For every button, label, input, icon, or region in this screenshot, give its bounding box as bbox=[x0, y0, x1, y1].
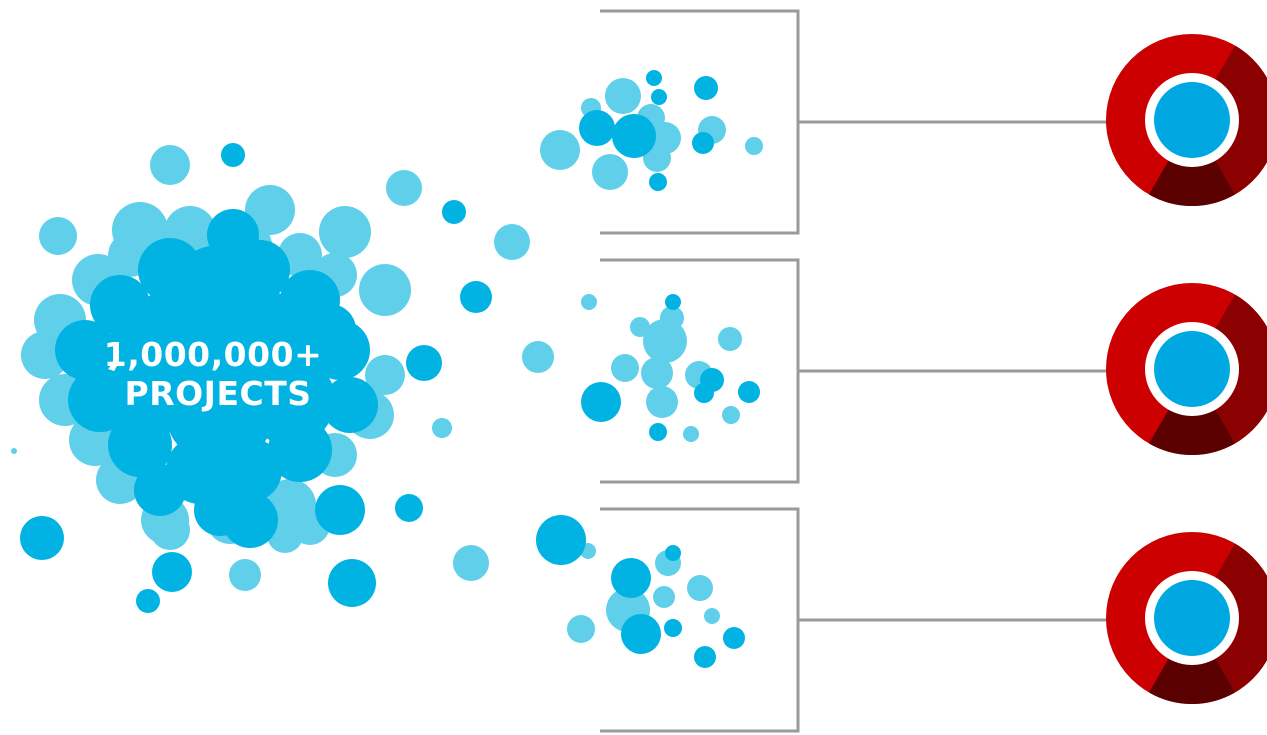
bubble bbox=[605, 78, 641, 114]
bubble bbox=[432, 418, 452, 438]
bubble bbox=[304, 304, 356, 356]
bubble bbox=[694, 383, 714, 403]
bubble bbox=[55, 320, 115, 380]
bubble bbox=[738, 381, 760, 403]
bubble bbox=[649, 423, 667, 441]
scattered-project-bubbles bbox=[11, 170, 596, 581]
bracket-groups bbox=[540, 9, 1267, 733]
bubble bbox=[150, 510, 190, 550]
bubble bbox=[694, 76, 718, 100]
project-cluster bbox=[581, 294, 760, 442]
bubble bbox=[692, 132, 714, 154]
bubble bbox=[540, 130, 580, 170]
bubble bbox=[612, 114, 656, 158]
bubble bbox=[536, 515, 586, 565]
bubble bbox=[592, 154, 628, 190]
bubble bbox=[665, 545, 681, 561]
bubble bbox=[359, 264, 411, 316]
bubble bbox=[315, 485, 365, 535]
bubble bbox=[406, 345, 442, 381]
bubble bbox=[581, 382, 621, 422]
bubble bbox=[651, 89, 667, 105]
bubble bbox=[630, 317, 650, 337]
projects-cloud bbox=[20, 143, 411, 613]
project-cluster bbox=[540, 70, 763, 191]
cloud-label-projects: PROJECTS bbox=[125, 374, 312, 413]
bubble bbox=[245, 355, 335, 445]
bubble bbox=[39, 217, 77, 255]
bubble bbox=[704, 608, 720, 624]
bubble bbox=[152, 552, 192, 592]
bubble bbox=[229, 559, 261, 591]
bubble bbox=[20, 516, 64, 560]
bubble bbox=[221, 143, 245, 167]
icon-center bbox=[1154, 331, 1230, 407]
bubble bbox=[611, 558, 651, 598]
bubble bbox=[134, 464, 186, 516]
bubble bbox=[687, 575, 713, 601]
bubble bbox=[494, 224, 530, 260]
product-icon bbox=[1106, 283, 1267, 455]
bubble bbox=[567, 615, 595, 643]
bubble bbox=[136, 589, 160, 613]
group-bottom bbox=[567, 507, 1267, 733]
bubble bbox=[328, 559, 376, 607]
project-cluster bbox=[567, 545, 745, 668]
bubble bbox=[646, 386, 678, 418]
bubble bbox=[110, 310, 170, 370]
bubble bbox=[665, 294, 681, 310]
bubble bbox=[522, 341, 554, 373]
bubble bbox=[683, 426, 699, 442]
bubble bbox=[621, 614, 661, 654]
bubble bbox=[722, 406, 740, 424]
bubble bbox=[649, 173, 667, 191]
group-top bbox=[540, 9, 1267, 235]
bubble bbox=[581, 294, 597, 310]
bubble bbox=[194, 484, 246, 536]
bubble bbox=[646, 70, 662, 86]
bubble bbox=[579, 110, 615, 146]
bubble bbox=[460, 281, 492, 313]
icon-center bbox=[1154, 82, 1230, 158]
product-icon bbox=[1106, 532, 1267, 704]
bubble bbox=[641, 357, 673, 389]
bubble bbox=[245, 185, 295, 235]
bubble bbox=[653, 586, 675, 608]
bubble bbox=[745, 137, 763, 155]
bubble bbox=[322, 377, 378, 433]
bubble bbox=[365, 355, 405, 395]
bubble bbox=[165, 245, 275, 355]
cloud-label-count: 1,000,000+ bbox=[104, 335, 322, 374]
bubble bbox=[319, 206, 371, 258]
bubble bbox=[611, 354, 639, 382]
product-icon bbox=[1106, 34, 1267, 206]
bubble bbox=[453, 545, 489, 581]
bubble bbox=[150, 145, 190, 185]
bubble bbox=[660, 306, 684, 330]
bubble bbox=[718, 327, 742, 351]
bubble bbox=[664, 619, 682, 637]
group-middle bbox=[581, 258, 1267, 484]
bubble bbox=[442, 200, 466, 224]
bubble bbox=[694, 646, 716, 668]
bubble bbox=[395, 494, 423, 522]
bubble bbox=[386, 170, 422, 206]
icon-center bbox=[1154, 580, 1230, 656]
bubble bbox=[643, 319, 687, 363]
bubble bbox=[11, 448, 17, 454]
bubble bbox=[723, 627, 745, 649]
